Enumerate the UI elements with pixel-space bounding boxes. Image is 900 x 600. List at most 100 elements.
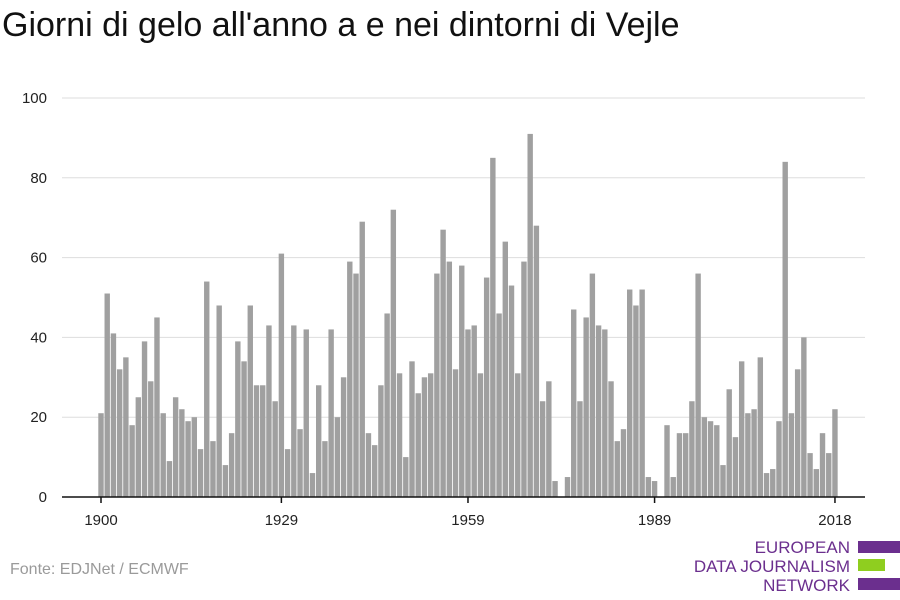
bar-1928 xyxy=(272,401,278,497)
bar-1900 xyxy=(98,413,104,497)
bar-1936 xyxy=(322,441,328,497)
logo-line-1: EUROPEAN xyxy=(754,538,850,557)
bar-1972 xyxy=(546,381,552,497)
bar-1948 xyxy=(396,373,403,497)
bar-1940 xyxy=(347,261,353,497)
bar-1929 xyxy=(278,253,285,497)
bar-1980 xyxy=(595,325,602,497)
bar-1997 xyxy=(701,417,708,497)
bar-2013 xyxy=(801,337,807,497)
bar-1976 xyxy=(571,309,577,497)
bar-1959 xyxy=(465,329,471,497)
bar-2007 xyxy=(763,473,770,497)
bar-1941 xyxy=(353,273,359,497)
bar-1986 xyxy=(633,305,639,497)
bar-1910 xyxy=(160,413,166,497)
logo-line-2: DATA JOURNALISM xyxy=(693,557,850,576)
bar-2001 xyxy=(726,389,732,497)
x-tick-label: 2018 xyxy=(818,512,851,529)
bar-1979 xyxy=(589,273,596,497)
bar-1911 xyxy=(166,461,173,497)
edjnet-logo: EUROPEAN DATA JOURNALISM NETWORK xyxy=(694,538,900,595)
bar-1908 xyxy=(148,381,154,497)
bar-1921 xyxy=(228,433,235,497)
bar-1960 xyxy=(471,325,477,497)
bars xyxy=(98,133,838,498)
bar-1970 xyxy=(533,225,540,497)
bar-1944 xyxy=(371,445,378,497)
bar-1961 xyxy=(477,373,484,497)
bar-1939 xyxy=(340,377,347,497)
bar-1953 xyxy=(427,373,434,497)
bar-1916 xyxy=(197,449,204,497)
bar-1915 xyxy=(191,417,197,497)
bar-1956 xyxy=(446,261,453,497)
bar-1945 xyxy=(378,385,384,497)
bar-1962 xyxy=(483,277,490,497)
y-tick-label: 60 xyxy=(30,250,47,267)
bar-1977 xyxy=(577,401,583,497)
bar-1994 xyxy=(682,433,689,497)
bar-2012 xyxy=(794,369,801,497)
x-tick-label: 1959 xyxy=(451,512,484,529)
bar-1989 xyxy=(651,481,658,497)
bar-1988 xyxy=(645,477,652,497)
bar-1924 xyxy=(247,305,253,497)
x-tick-label: 1929 xyxy=(265,512,298,529)
bar-1934 xyxy=(309,473,316,497)
bar-1918 xyxy=(210,441,216,497)
source-note: Fonte: EDJNet / ECMWF xyxy=(10,561,189,578)
bar-1935 xyxy=(316,385,322,497)
bar-1927 xyxy=(266,325,272,497)
bar-1993 xyxy=(676,433,683,497)
bar-2008 xyxy=(770,469,776,497)
bar-1931 xyxy=(291,325,297,497)
bar-1943 xyxy=(365,433,372,497)
bar-1938 xyxy=(334,417,341,497)
bar-1996 xyxy=(695,273,701,497)
bar-1985 xyxy=(627,289,633,497)
bar-1923 xyxy=(241,361,247,497)
bar-1958 xyxy=(459,265,465,497)
bar-2011 xyxy=(788,413,795,497)
bar-1912 xyxy=(172,397,179,497)
bar-1946 xyxy=(384,313,390,497)
bar-1987 xyxy=(639,289,645,497)
bar-2003 xyxy=(738,361,745,497)
x-tick-label: 1900 xyxy=(84,512,117,529)
bar-1933 xyxy=(303,329,309,497)
frost-days-bar-chart: 0 20 40 60 80 100 1900 1929 1959 1989 2018 xyxy=(22,90,865,529)
bar-2015 xyxy=(813,469,819,497)
logo-bar-1 xyxy=(858,541,900,553)
bar-1963 xyxy=(490,157,496,497)
bar-1909 xyxy=(154,317,160,497)
bar-1932 xyxy=(297,429,303,497)
logo-line-3: NETWORK xyxy=(763,576,850,595)
bar-1925 xyxy=(253,385,260,497)
axes: 0 20 40 60 80 100 1900 1929 1959 1989 2018 xyxy=(22,90,865,529)
bar-1957 xyxy=(452,369,459,497)
bar-1914 xyxy=(185,421,191,497)
bar-1966 xyxy=(508,285,515,497)
y-tick-label: 100 xyxy=(22,90,47,107)
bar-2002 xyxy=(732,437,739,497)
bar-1922 xyxy=(235,341,241,497)
bar-1913 xyxy=(179,409,185,497)
bar-2017 xyxy=(826,453,832,497)
bar-1967 xyxy=(515,373,521,497)
bar-1971 xyxy=(539,401,546,497)
bar-1991 xyxy=(664,425,670,497)
bar-1992 xyxy=(670,477,676,497)
bar-1983 xyxy=(614,441,620,497)
bar-1901 xyxy=(104,293,110,497)
bar-1982 xyxy=(608,381,614,497)
bar-1926 xyxy=(260,385,266,497)
bar-1920 xyxy=(222,465,229,497)
logo-bar-2 xyxy=(858,559,885,571)
bar-2005 xyxy=(751,409,757,497)
bar-1975 xyxy=(564,477,571,497)
y-tick-label: 80 xyxy=(30,170,47,187)
y-tick-label: 40 xyxy=(30,329,47,346)
logo-bar-3 xyxy=(858,578,900,590)
bar-1950 xyxy=(409,361,415,497)
